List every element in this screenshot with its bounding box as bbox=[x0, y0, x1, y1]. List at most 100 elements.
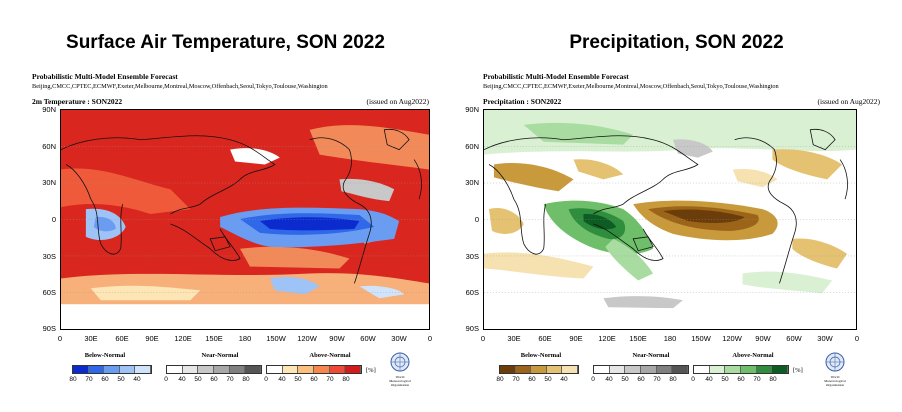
lat-label: 30N bbox=[42, 178, 56, 187]
precipitation-map bbox=[483, 109, 857, 330]
colorbar-tick: 70 bbox=[753, 376, 761, 383]
colorbar-tick: 70 bbox=[226, 376, 234, 383]
colorbar-cell bbox=[267, 366, 283, 373]
category-below-normal: Below-Normal bbox=[84, 352, 126, 359]
colorbar-tick: 40 bbox=[178, 376, 186, 383]
wet-patch bbox=[742, 271, 833, 294]
lon-label: 30E bbox=[84, 334, 98, 343]
colorbar-cell bbox=[104, 366, 120, 373]
colorbar-tick: 50 bbox=[721, 376, 729, 383]
colorbar-cell bbox=[672, 366, 689, 373]
lon-label: 90W bbox=[755, 334, 771, 343]
colorbar-cell bbox=[709, 366, 726, 373]
issued-date: (issued on Aug2022) bbox=[366, 97, 430, 106]
colorbar-tick: 80 bbox=[69, 376, 77, 383]
lon-label: 30W bbox=[817, 334, 833, 343]
colorbar-cell bbox=[245, 366, 262, 373]
warm-patch bbox=[240, 246, 350, 269]
colorbar-cell bbox=[345, 366, 362, 373]
colorbar-tick: 80 bbox=[242, 376, 250, 383]
wet-patch bbox=[605, 238, 654, 281]
colorbar-above bbox=[266, 365, 362, 374]
temperature-map bbox=[60, 109, 430, 330]
colorbar-tick: 50 bbox=[544, 376, 552, 383]
colorbar-tick: 40 bbox=[560, 376, 568, 383]
wet-core bbox=[583, 213, 617, 230]
near-normal-patch bbox=[672, 139, 713, 158]
lon-label: 30W bbox=[391, 334, 407, 343]
colorbar-cell bbox=[656, 366, 673, 373]
colorbar-tick: 80 bbox=[496, 376, 504, 383]
lat-label: 90S bbox=[42, 324, 56, 333]
lat-label: 30S bbox=[42, 252, 56, 261]
colorbar-tick: 80 bbox=[669, 376, 677, 383]
lat-label: 0 bbox=[474, 215, 479, 224]
colorbar-cells bbox=[594, 366, 689, 373]
colorbar-cell bbox=[562, 366, 578, 373]
lat-label: 30S bbox=[465, 252, 479, 261]
colorbar-cell bbox=[756, 366, 773, 373]
colorbar-near bbox=[166, 365, 262, 374]
neutral-patch bbox=[230, 148, 280, 165]
lat-label: 90N bbox=[465, 105, 479, 114]
colorbar-cell bbox=[531, 366, 547, 373]
colorbar-cell bbox=[625, 366, 642, 373]
category-below-normal: Below-Normal bbox=[520, 352, 562, 359]
lat-label: 90N bbox=[42, 105, 56, 114]
lon-label: 120W bbox=[722, 334, 742, 343]
colorbar-tick: 0 bbox=[264, 376, 268, 383]
precipitation-title: Precipitation, SON 2022 bbox=[569, 32, 784, 53]
colorbar-cell bbox=[725, 366, 742, 373]
colorbar-above bbox=[693, 365, 789, 374]
wmo-logo-icon bbox=[390, 352, 410, 372]
antarctica bbox=[61, 304, 429, 329]
colorbar-tick: 40 bbox=[278, 376, 286, 383]
colorbar-cell bbox=[198, 366, 215, 373]
colorbar-cell bbox=[88, 366, 105, 373]
lon-label: 30E bbox=[507, 334, 521, 343]
colorbar-below bbox=[499, 365, 579, 374]
cold-tongue-core bbox=[259, 217, 360, 231]
issued-date: (issued on Aug2022) bbox=[817, 97, 881, 106]
lon-label: 120E bbox=[598, 334, 616, 343]
variable-label: Precipitation : SON2022 bbox=[483, 97, 562, 106]
dry-patch bbox=[573, 159, 624, 180]
colorbar-cell bbox=[329, 366, 346, 373]
category-above-normal: Above-Normal bbox=[732, 352, 774, 359]
lat-label: 60N bbox=[465, 142, 479, 151]
graticule bbox=[484, 146, 856, 293]
lat-label: 0 bbox=[51, 215, 56, 224]
colorbar-tick: 40 bbox=[605, 376, 613, 383]
colorbar-cell bbox=[609, 366, 626, 373]
lat-label: 60S bbox=[465, 288, 479, 297]
category-near-normal: Near-Normal bbox=[201, 352, 239, 359]
forecast-title: Probabilistic Multi-Model Ensemble Forec… bbox=[483, 72, 629, 81]
colorbar-unit: [%] bbox=[366, 367, 376, 374]
cool-patch bbox=[269, 276, 320, 295]
lat-label: 30N bbox=[465, 178, 479, 187]
colorbar-below bbox=[72, 365, 152, 374]
contributing-centers: Beijing,CMCC,CPTEC,ECMWF,Exeter,Melbourn… bbox=[32, 83, 328, 90]
colorbar-cells bbox=[73, 366, 151, 373]
lon-label: 60E bbox=[538, 334, 552, 343]
colorbar-cell bbox=[515, 366, 532, 373]
warm-patch bbox=[90, 285, 201, 301]
forecast-title: Probabilistic Multi-Model Ensemble Forec… bbox=[32, 72, 178, 81]
colorbar-tick: 70 bbox=[85, 376, 93, 383]
colorbar-tick: 80 bbox=[342, 376, 350, 383]
lon-label: 60W bbox=[786, 334, 802, 343]
colorbar-cell bbox=[182, 366, 199, 373]
colorbar-tick: 40 bbox=[133, 376, 141, 383]
coastlines bbox=[484, 128, 848, 284]
colorbar-cell bbox=[500, 366, 516, 373]
lon-label: 150E bbox=[629, 334, 647, 343]
lon-label: 60W bbox=[360, 334, 376, 343]
lon-label: 0 bbox=[57, 334, 63, 343]
colorbar-cell bbox=[282, 366, 299, 373]
category-near-normal: Near-Normal bbox=[632, 352, 670, 359]
dry-tongue-core bbox=[663, 209, 745, 224]
colorbar-tick: 0 bbox=[164, 376, 168, 383]
lon-label: 90E bbox=[569, 334, 583, 343]
contributing-centers: Beijing,CMCC,CPTEC,ECMWF,Exeter,Melbourn… bbox=[483, 83, 779, 90]
colorbar-cell bbox=[594, 366, 610, 373]
